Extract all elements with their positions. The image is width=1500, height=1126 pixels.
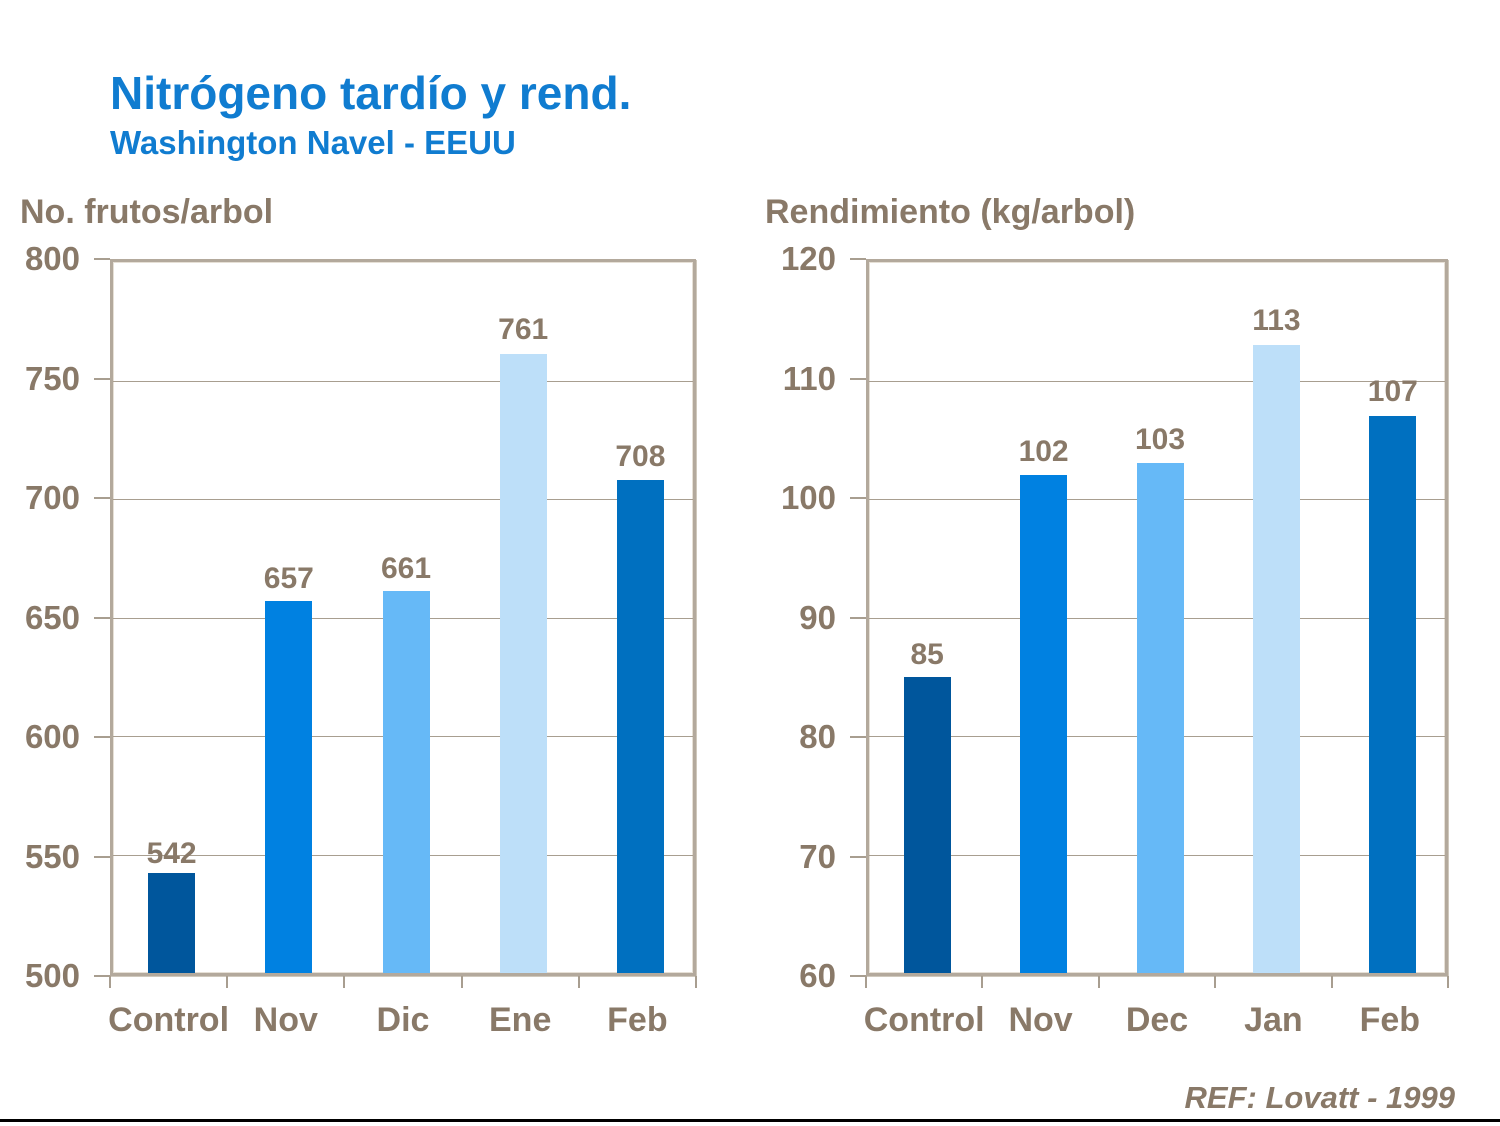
bar-value-label: 107: [1367, 375, 1418, 409]
x-axis-category-label: Nov: [1008, 1001, 1073, 1039]
bar-control: [148, 873, 196, 973]
y-axis-tick-label: 600: [24, 718, 80, 755]
y-axis-tick-mark: [850, 258, 866, 260]
bar-nov: [1020, 475, 1068, 973]
x-axis-tick-mark: [695, 976, 697, 988]
y-axis-tick-mark: [850, 855, 866, 858]
gridline: [113, 380, 693, 382]
right-chart-axis-title: Rendimiento (kg/arbol): [765, 193, 1136, 231]
x-axis-category-label: Control: [863, 1001, 985, 1039]
x-axis-category-label: Ene: [489, 1001, 552, 1039]
title-block: Nitrógeno tardío y rend. Washington Nave…: [110, 68, 631, 162]
x-axis-tick-mark: [109, 976, 111, 988]
x-axis-tick-mark: [226, 976, 229, 988]
bar-value-label: 708: [615, 439, 666, 473]
bar-value-label: 761: [498, 313, 549, 347]
x-axis-tick-mark: [577, 976, 580, 988]
x-axis-category-label: Feb: [1359, 1001, 1421, 1039]
x-axis-category-label: Jan: [1244, 1001, 1303, 1039]
y-axis-tick-label: 550: [24, 837, 80, 875]
y-axis-tick-mark: [94, 736, 110, 738]
y-axis-tick-label: 110: [782, 359, 836, 397]
bar-value-label: 85: [910, 638, 944, 672]
y-axis-tick-mark: [94, 975, 110, 977]
x-axis-category-label: Nov: [253, 1001, 318, 1039]
y-axis-tick-label: 70: [799, 837, 836, 875]
bar-ene: [499, 354, 547, 973]
gridline: [869, 380, 1445, 382]
y-axis-tick-mark: [850, 736, 866, 738]
slide-subtitle: Washington Navel - EEUU: [110, 123, 516, 161]
y-axis-tick-mark: [94, 258, 110, 260]
x-axis-tick-mark: [1330, 976, 1333, 988]
y-axis-tick-label: 700: [24, 479, 80, 516]
x-axis-tick-mark: [1214, 976, 1217, 988]
bar-value-label: 661: [380, 552, 432, 586]
x-axis-tick-mark: [981, 976, 984, 988]
y-axis-tick-label: 80: [799, 718, 836, 755]
y-axis-tick-label: 650: [24, 598, 80, 636]
bar-value-label: 103: [1134, 423, 1186, 457]
left-chart-axis-title: No. frutos/arbol: [20, 193, 274, 231]
y-axis-tick-label: 90: [799, 598, 836, 636]
y-axis-tick-mark: [94, 377, 110, 380]
gridline: [113, 499, 693, 500]
bar-value-label: 542: [146, 836, 197, 870]
x-axis-tick-mark: [1447, 976, 1449, 988]
bar-control: [903, 676, 951, 973]
slide-bottom-border: [0, 1119, 1500, 1122]
bar-dec: [1136, 463, 1184, 973]
y-axis-tick-label: 500: [24, 957, 80, 994]
bar-dic: [382, 591, 430, 973]
reference-text: REF: Lovatt - 1999: [1184, 1080, 1455, 1115]
bar-value-label: 102: [1018, 435, 1069, 469]
y-axis-tick-label: 750: [24, 359, 80, 397]
x-axis-tick-mark: [460, 976, 463, 988]
bar-nov: [265, 600, 313, 973]
y-axis-tick-mark: [850, 377, 866, 380]
x-axis-tick-mark: [343, 976, 346, 988]
y-axis-tick-label: 120: [780, 240, 836, 277]
y-axis-tick-label: 800: [24, 240, 80, 277]
x-axis-tick-mark: [865, 976, 867, 988]
y-axis-tick-label: 60: [799, 957, 836, 994]
x-axis-tick-mark: [1097, 976, 1100, 988]
plot-area: 85 102 103 113 107: [866, 259, 1448, 976]
bar-feb: [616, 480, 664, 973]
y-axis-tick-mark: [94, 855, 110, 858]
y-axis-tick-label: 100: [780, 479, 836, 516]
bar-value-label: 113: [1252, 303, 1301, 337]
bar-value-label: 657: [263, 561, 314, 595]
plot-area: 542 657 661 761 708: [110, 259, 696, 976]
bar-feb: [1369, 416, 1417, 973]
x-axis-category-label: Feb: [607, 1001, 668, 1039]
x-axis-category-label: Control: [108, 1001, 230, 1039]
slide-title: Nitrógeno tardío y rend.: [110, 67, 632, 119]
x-axis-category-label: Dec: [1125, 1001, 1189, 1039]
y-axis-tick-mark: [850, 975, 866, 977]
y-axis-tick-mark: [850, 497, 866, 499]
x-axis-category-label: Dic: [376, 1001, 430, 1039]
y-axis-tick-mark: [850, 616, 866, 619]
y-axis-tick-mark: [94, 616, 110, 619]
y-axis-tick-mark: [94, 497, 110, 499]
bar-jan: [1252, 344, 1300, 973]
